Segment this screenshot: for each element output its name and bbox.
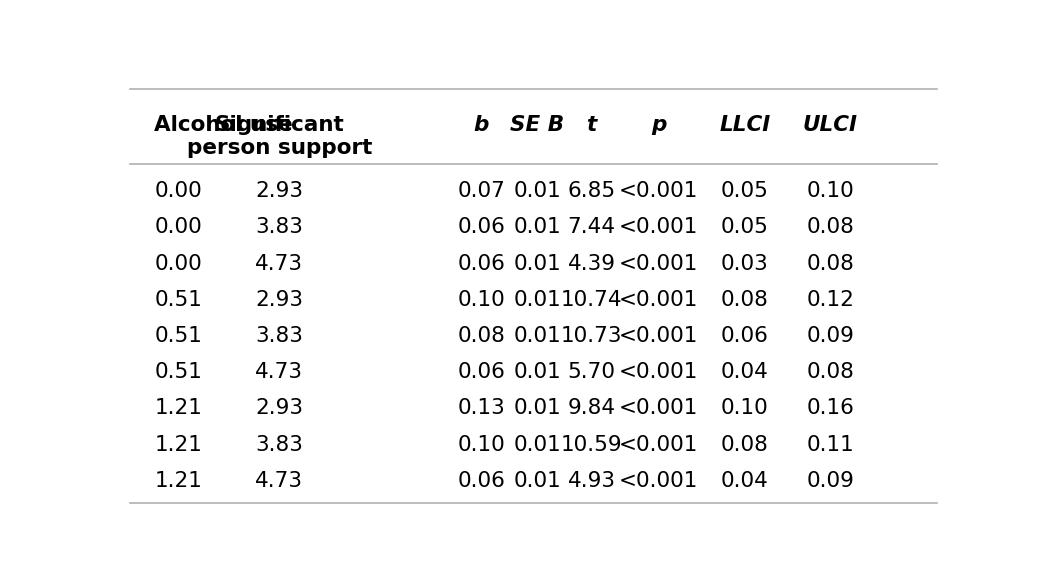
Text: <0.001: <0.001 xyxy=(619,398,699,418)
Text: 4.39: 4.39 xyxy=(567,254,615,274)
Text: 0.01: 0.01 xyxy=(513,290,561,310)
Text: 6.85: 6.85 xyxy=(567,181,615,201)
Text: 0.12: 0.12 xyxy=(807,290,855,310)
Text: 0.01: 0.01 xyxy=(513,362,561,382)
Text: <0.001: <0.001 xyxy=(619,326,699,346)
Text: 0.01: 0.01 xyxy=(513,470,561,490)
Text: 0.08: 0.08 xyxy=(721,290,769,310)
Text: 5.70: 5.70 xyxy=(567,362,615,382)
Text: 4.93: 4.93 xyxy=(567,470,615,490)
Text: 0.07: 0.07 xyxy=(457,181,505,201)
Text: 0.01: 0.01 xyxy=(513,254,561,274)
Text: 0.08: 0.08 xyxy=(807,254,855,274)
Text: 1.21: 1.21 xyxy=(154,470,202,490)
Text: 0.51: 0.51 xyxy=(154,326,202,346)
Text: 0.08: 0.08 xyxy=(807,217,855,237)
Text: 0.06: 0.06 xyxy=(457,362,505,382)
Text: 0.10: 0.10 xyxy=(457,434,505,454)
Text: 7.44: 7.44 xyxy=(567,217,615,237)
Text: 0.08: 0.08 xyxy=(807,362,855,382)
Text: Significant
person support: Significant person support xyxy=(186,115,372,158)
Text: 3.83: 3.83 xyxy=(255,434,303,454)
Text: 0.51: 0.51 xyxy=(154,362,202,382)
Text: 0.04: 0.04 xyxy=(721,470,769,490)
Text: Alcohol use: Alcohol use xyxy=(154,115,294,135)
Text: 0.10: 0.10 xyxy=(807,181,855,201)
Text: 1.21: 1.21 xyxy=(154,398,202,418)
Text: 0.01: 0.01 xyxy=(513,434,561,454)
Text: 3.83: 3.83 xyxy=(255,217,303,237)
Text: 0.06: 0.06 xyxy=(721,326,769,346)
Text: b: b xyxy=(474,115,489,135)
Text: <0.001: <0.001 xyxy=(619,217,699,237)
Text: <0.001: <0.001 xyxy=(619,434,699,454)
Text: 0.00: 0.00 xyxy=(154,181,202,201)
Text: 0.16: 0.16 xyxy=(807,398,855,418)
Text: 0.03: 0.03 xyxy=(721,254,768,274)
Text: 0.00: 0.00 xyxy=(154,217,202,237)
Text: 4.73: 4.73 xyxy=(255,470,303,490)
Text: p: p xyxy=(651,115,666,135)
Text: 0.13: 0.13 xyxy=(457,398,505,418)
Text: 0.01: 0.01 xyxy=(513,326,561,346)
Text: 0.11: 0.11 xyxy=(807,434,855,454)
Text: 0.05: 0.05 xyxy=(721,181,769,201)
Text: 0.06: 0.06 xyxy=(457,254,505,274)
Text: <0.001: <0.001 xyxy=(619,254,699,274)
Text: 0.01: 0.01 xyxy=(513,217,561,237)
Text: 0.05: 0.05 xyxy=(721,217,769,237)
Text: 10.59: 10.59 xyxy=(561,434,623,454)
Text: 2.93: 2.93 xyxy=(255,398,303,418)
Text: 0.09: 0.09 xyxy=(807,326,855,346)
Text: 4.73: 4.73 xyxy=(255,254,303,274)
Text: SE B: SE B xyxy=(510,115,564,135)
Text: 2.93: 2.93 xyxy=(255,290,303,310)
Text: <0.001: <0.001 xyxy=(619,181,699,201)
Text: 0.00: 0.00 xyxy=(154,254,202,274)
Text: 0.01: 0.01 xyxy=(513,398,561,418)
Text: 0.01: 0.01 xyxy=(513,181,561,201)
Text: 0.04: 0.04 xyxy=(721,362,769,382)
Text: 0.10: 0.10 xyxy=(457,290,505,310)
Text: 4.73: 4.73 xyxy=(255,362,303,382)
Text: t: t xyxy=(586,115,596,135)
Text: 1.21: 1.21 xyxy=(154,434,202,454)
Text: 10.74: 10.74 xyxy=(561,290,623,310)
Text: 0.08: 0.08 xyxy=(457,326,505,346)
Text: 0.08: 0.08 xyxy=(721,434,769,454)
Text: 0.10: 0.10 xyxy=(721,398,768,418)
Text: 0.51: 0.51 xyxy=(154,290,202,310)
Text: <0.001: <0.001 xyxy=(619,362,699,382)
Text: <0.001: <0.001 xyxy=(619,470,699,490)
Text: 0.06: 0.06 xyxy=(457,470,505,490)
Text: 9.84: 9.84 xyxy=(567,398,615,418)
Text: 10.73: 10.73 xyxy=(561,326,623,346)
Text: 3.83: 3.83 xyxy=(255,326,303,346)
Text: 2.93: 2.93 xyxy=(255,181,303,201)
Text: <0.001: <0.001 xyxy=(619,290,699,310)
Text: LLCI: LLCI xyxy=(719,115,770,135)
Text: 0.09: 0.09 xyxy=(807,470,855,490)
Text: ULCI: ULCI xyxy=(803,115,858,135)
Text: 0.06: 0.06 xyxy=(457,217,505,237)
